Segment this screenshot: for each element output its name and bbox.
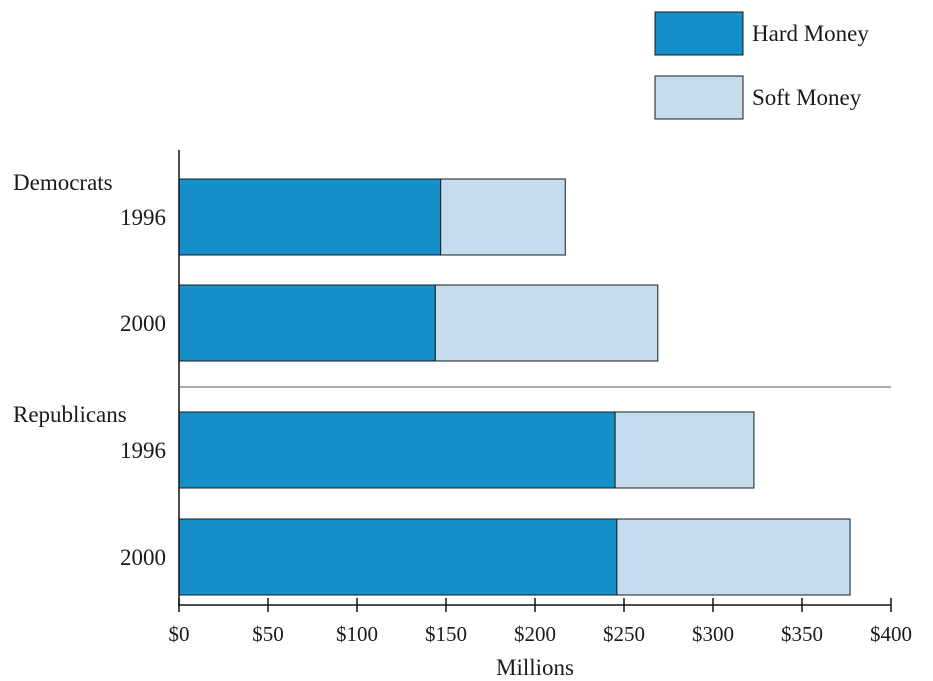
x-tick-label: $350 [781,622,823,646]
x-tick-label: $200 [514,622,556,646]
x-axis-label: Millions [496,655,574,680]
bar-hard-money-2 [178,284,436,362]
x-tick-label: $400 [870,622,912,646]
bar-hard-money-4 [178,518,618,596]
bar-soft-money-2 [434,284,659,362]
legend-swatch-hard-money [654,11,744,56]
x-ticks: $0 $50 $100 $150 $200 $250 $300 $350 $400 [169,598,912,646]
bar-hard-money-1 [178,178,442,256]
bar-hard-money-3 [178,411,616,489]
x-tick-label: $0 [169,622,190,646]
legend: Hard Money Soft Money [654,11,869,120]
bars [178,178,851,596]
x-tick-label: $250 [603,622,645,646]
category-label: 2000 [120,545,166,570]
group-label-democrats: Democrats [13,170,113,195]
legend-swatch-soft-money [654,75,744,120]
category-label: 2000 [120,311,166,336]
legend-label: Hard Money [752,21,869,46]
x-tick-label: $50 [252,622,284,646]
group-labels: Democrats Republicans [13,170,127,427]
legend-label: Soft Money [752,85,862,110]
bar-soft-money-4 [616,518,851,596]
group-label-republicans: Republicans [13,402,127,427]
category-label: 1996 [120,205,166,230]
x-tick-label: $150 [425,622,467,646]
bar-soft-money-3 [614,411,755,489]
category-label: 1996 [120,438,166,463]
bar-soft-money-1 [440,178,566,256]
x-tick-label: $100 [336,622,378,646]
x-tick-label: $300 [692,622,734,646]
category-labels: 1996 2000 1996 2000 [120,205,166,570]
